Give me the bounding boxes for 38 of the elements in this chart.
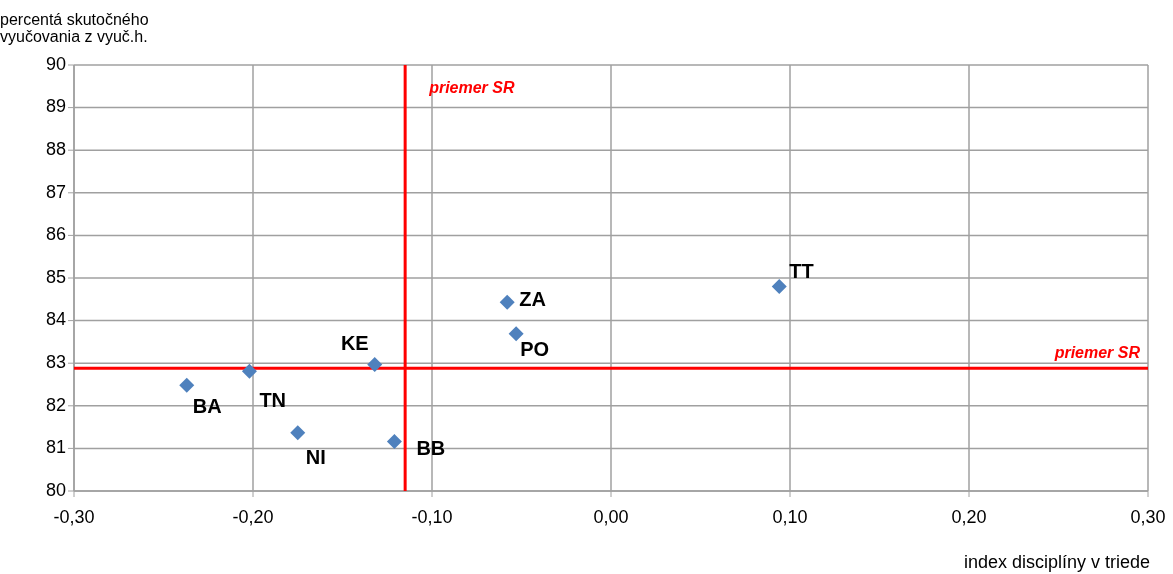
point [508,326,524,342]
y-tick-label: 89 [45,96,66,117]
series-label: BA [192,394,222,417]
point [771,279,787,295]
series-label: NI [305,445,326,468]
x-axis-title: index disciplíny v triede [963,552,1150,572]
x-tick-label: 0,30 [1130,507,1166,527]
y-tick-label: 88 [45,138,66,159]
point [367,356,383,372]
point [499,294,515,310]
y-tick-label: 87 [45,181,66,202]
series-label: TN [259,388,287,411]
series-label: KE [340,331,369,354]
y-tick-label: 90 [45,53,66,74]
y-tick-label: 85 [45,266,66,287]
y-axis-title: percentá skutočného vyučovania z vyuč.h. [0,11,149,45]
y-tick-label: 82 [45,394,66,415]
y-tick-label: 83 [45,351,66,372]
ref-line-label: priemer SR [428,79,515,96]
series-label: ZA [519,287,546,310]
x-tick-label: 0,10 [772,507,808,527]
point [179,377,195,393]
point [386,434,402,450]
series-label: BB [416,436,446,459]
series-label: TT [789,259,814,282]
series-label: PO [520,338,550,361]
x-tick-label: -0,20 [232,507,274,527]
ref-line-label: priemer SR [1053,344,1141,362]
y-tick-label: 84 [45,309,66,330]
x-tick-label: 0,00 [593,507,629,527]
x-tick-label: -0,30 [53,507,95,527]
x-tick-label: 0,20 [951,507,987,527]
y-tick-label: 86 [45,224,66,245]
y-tick-label: 81 [45,437,66,458]
y-tick-label: 80 [45,479,66,500]
point [290,425,306,441]
x-tick-label: -0,10 [411,507,453,527]
point [241,363,257,379]
